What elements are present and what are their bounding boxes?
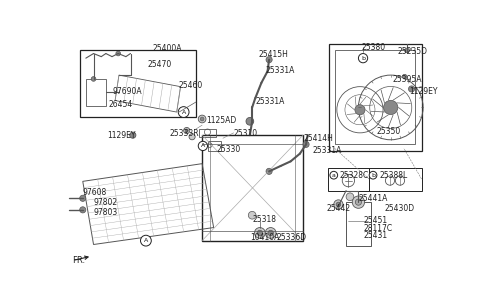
Bar [81,50,196,117]
Text: 25235D: 25235D [398,47,428,56]
Circle shape [80,207,86,213]
Circle shape [91,77,96,81]
Text: 25333R: 25333R [169,129,199,138]
Bar [207,141,221,151]
Circle shape [266,57,272,63]
Text: 25441A: 25441A [359,195,388,203]
Text: 25380: 25380 [361,43,385,52]
Text: A: A [201,143,205,149]
Bar [199,129,216,138]
Circle shape [268,230,273,236]
Text: 25331A: 25331A [265,66,295,75]
Text: 25442: 25442 [327,204,351,214]
Text: 25451: 25451 [364,216,388,225]
Circle shape [141,235,151,246]
Circle shape [352,196,365,208]
Text: A: A [144,238,148,243]
Text: 25460: 25460 [178,81,203,90]
Text: 25430D: 25430D [384,204,415,214]
Text: 1129EY: 1129EY [409,87,438,96]
Text: 25331A: 25331A [313,146,342,155]
Text: b: b [371,173,375,178]
Text: 1129EY: 1129EY [108,131,136,140]
Circle shape [257,230,263,236]
Text: 26454: 26454 [109,100,133,109]
Text: 25431: 25431 [364,231,388,240]
Circle shape [334,200,343,209]
Text: 28117C: 28117C [364,224,393,233]
Text: 97802: 97802 [94,198,118,207]
Circle shape [402,74,407,79]
Circle shape [405,48,409,53]
Circle shape [198,141,207,151]
Text: 1125AD: 1125AD [206,116,236,125]
Circle shape [384,100,398,115]
Circle shape [369,171,377,179]
Circle shape [330,171,337,179]
Circle shape [189,134,195,140]
Circle shape [266,168,272,174]
Circle shape [359,54,368,63]
Circle shape [200,117,204,121]
Bar [86,79,106,106]
Circle shape [355,199,361,205]
Text: 25414H: 25414H [304,134,334,143]
Text: 97803: 97803 [94,208,118,217]
Text: FR.: FR. [72,256,85,265]
Text: 25318: 25318 [253,215,277,224]
Text: 25388L: 25388L [379,171,408,180]
Circle shape [246,117,254,125]
Circle shape [303,141,309,148]
Text: 25415H: 25415H [258,50,288,59]
Circle shape [185,129,188,132]
Text: 97608: 97608 [83,188,107,196]
Text: 25310: 25310 [234,129,258,138]
Circle shape [408,86,415,92]
Bar [336,50,415,144]
Circle shape [198,115,206,123]
Circle shape [248,211,256,219]
Circle shape [265,228,276,238]
Text: a: a [332,173,336,178]
Bar [329,44,421,151]
Circle shape [184,127,190,134]
Text: 97690A: 97690A [113,87,143,96]
Circle shape [355,105,365,115]
Text: b: b [361,56,365,61]
Text: 25470: 25470 [147,60,172,69]
Text: 25336D: 25336D [276,233,306,242]
Bar [202,135,303,241]
Text: 10410A: 10410A [251,233,280,242]
Text: 25395A: 25395A [392,75,422,84]
Text: 25400A: 25400A [152,44,181,53]
Bar [328,167,369,191]
Circle shape [116,51,120,56]
Bar [346,202,371,246]
Bar [369,167,421,191]
Circle shape [130,132,136,138]
Text: 25330: 25330 [217,145,241,154]
Circle shape [346,193,354,201]
Text: A: A [181,109,186,115]
Circle shape [254,228,265,238]
Text: 25350: 25350 [376,127,400,136]
Text: 25328C: 25328C [340,171,369,180]
Circle shape [336,202,341,207]
Circle shape [178,107,189,117]
Text: 25331A: 25331A [255,97,285,106]
Circle shape [80,195,86,201]
